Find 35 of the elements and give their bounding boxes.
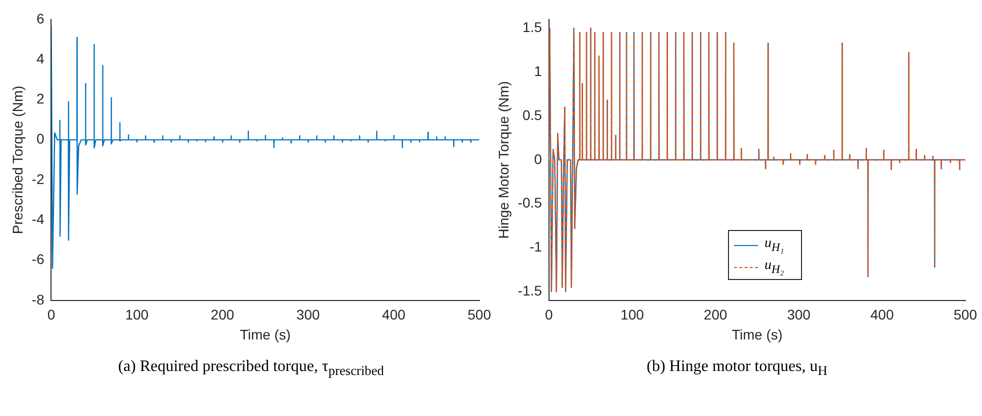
x-tick-label: 400	[870, 306, 894, 323]
x-axis-title: Time (s)	[732, 326, 783, 342]
y-tick-label: 2	[36, 90, 44, 107]
x-axis-title: Time (s)	[240, 326, 291, 342]
text: (a) Required prescribed torque, τ$_{prescribed}$	[117, 358, 385, 380]
x-tick-label: 300	[787, 306, 811, 323]
x-tick-label: 0	[545, 306, 554, 323]
x-tick-label: 400	[382, 306, 406, 323]
x-tick-label: 100	[125, 306, 149, 323]
y-tick-label: -4	[32, 210, 44, 227]
y-tick-label: 0.5	[522, 106, 542, 123]
y-tick-label: 0	[534, 150, 542, 167]
y-tick-label: 4	[36, 50, 44, 66]
x-tick-label: 200	[704, 306, 728, 323]
y-tick-label: -1	[529, 238, 542, 255]
y-tick-label: -1.5	[518, 282, 542, 298]
x-tick-label: 100	[620, 306, 644, 323]
y-tick-label: 1.5	[522, 19, 542, 36]
y-tick-label: -8	[32, 291, 44, 308]
legend-label: u$_{H₁}$	[764, 236, 784, 254]
y-tick-label: -2	[32, 170, 44, 187]
x-tick-label: 500	[954, 306, 978, 323]
x-tick-label: 300	[296, 306, 320, 323]
y-tick-label: -6	[32, 251, 44, 268]
y-axis-title: Prescribed Torque (Nm)	[9, 86, 26, 234]
y-axis-title: Hinge Motor Torque (Nm)	[495, 81, 512, 239]
y-tick-label: -0.5	[518, 194, 542, 211]
text: (b) Hinge motor torques, u$_{H}$	[646, 358, 828, 380]
x-tick-label: 200	[210, 306, 234, 323]
x-tick-label: 500	[468, 306, 492, 323]
x-tick-label: 0	[47, 306, 56, 323]
legend-label: u$_{H₂}$	[764, 258, 784, 276]
y-tick-label: 1	[534, 62, 542, 79]
y-tick-label: 6	[36, 10, 44, 26]
y-tick-label: 0	[36, 130, 44, 147]
